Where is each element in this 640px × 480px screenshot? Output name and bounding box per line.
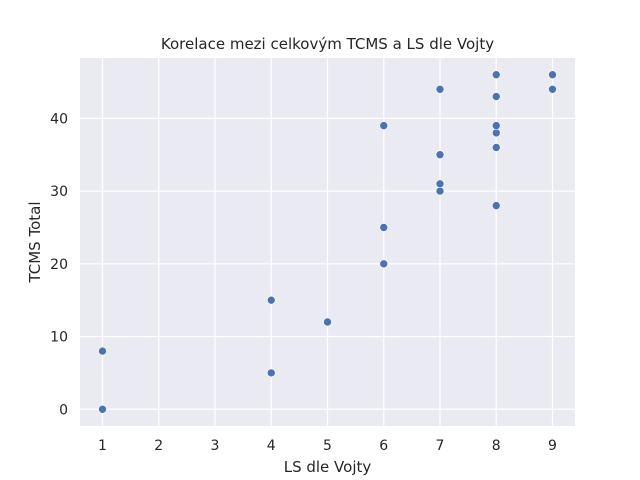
x-tick-labels: 1 2 3 4 5 6 7 8 9 [98, 438, 557, 454]
data-point [491, 70, 501, 80]
y-tick-label: 20 [50, 257, 68, 273]
x-gridlines [101, 58, 554, 426]
y-tick-label: 40 [50, 111, 68, 127]
x-axis-label: LS dle Vojty [284, 458, 372, 476]
x-tick-label: 2 [154, 438, 163, 454]
data-point [379, 259, 389, 269]
x-tick-label: 4 [267, 438, 276, 454]
data-point [323, 317, 332, 327]
y-gridlines [80, 117, 575, 410]
data-point [491, 143, 501, 152]
x-tick-label: 5 [323, 438, 332, 454]
data-point [98, 346, 107, 356]
data-point [266, 368, 276, 378]
data-point [491, 201, 501, 210]
data-point [266, 295, 276, 305]
x-tick-label: 1 [98, 438, 107, 454]
x-tick-label: 9 [548, 438, 557, 454]
data-point [435, 186, 445, 196]
data-point [491, 121, 501, 130]
x-tick-label: 6 [379, 438, 388, 454]
y-tick-label: 30 [50, 184, 68, 200]
data-point [548, 70, 557, 80]
y-tick-label: 0 [59, 402, 68, 418]
data-point [379, 223, 389, 232]
y-tick-label: 10 [50, 330, 68, 346]
data-point [435, 179, 445, 189]
data-point [491, 92, 501, 101]
x-tick-label: 7 [436, 438, 445, 454]
data-point [548, 84, 557, 94]
data-point [435, 150, 445, 160]
data-point [98, 404, 107, 414]
chart-title: Korelace mezi celkovým TCMS a LS dle Voj… [161, 35, 494, 53]
data-point [435, 84, 445, 94]
x-tick-label: 8 [492, 438, 501, 454]
y-axis-label: TCMS Total [26, 201, 44, 283]
data-points [98, 70, 557, 414]
x-tick-label: 3 [211, 438, 220, 454]
data-point [379, 121, 389, 130]
y-tick-labels: 0 10 20 30 40 [50, 111, 68, 418]
data-point [491, 128, 501, 138]
